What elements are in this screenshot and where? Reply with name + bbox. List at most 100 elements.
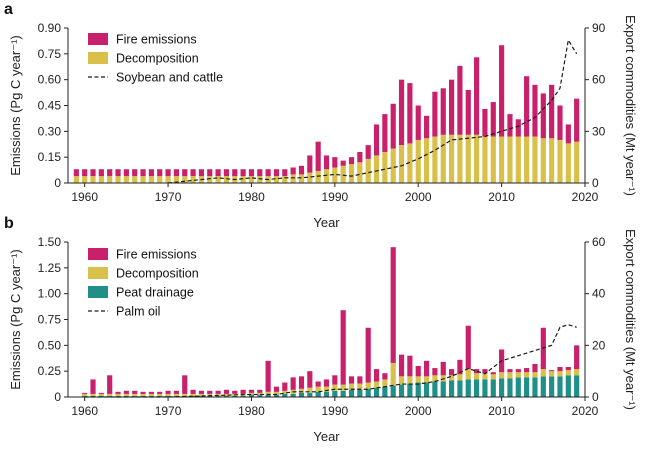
bar-fire-emissions-2014 <box>532 363 538 373</box>
bar-decomposition-2014 <box>532 372 538 378</box>
bar-peat-drainage-2004 <box>449 380 455 397</box>
bar-fire-emissions-1997 <box>390 103 396 149</box>
bar-decomposition-1966 <box>132 393 138 396</box>
bar-fire-emissions-1964 <box>115 391 121 394</box>
bar-fire-emissions-2012 <box>515 119 521 137</box>
x-tick-label: 2000 <box>405 190 432 204</box>
bar-fire-emissions-1962 <box>98 392 104 394</box>
bar-fire-emissions-1968 <box>148 391 154 394</box>
y-axis-title: Emissions (Pg C year⁻¹) <box>8 249 23 390</box>
bar-fire-emissions-2007 <box>474 369 480 374</box>
bar-fire-emissions-2015 <box>540 93 546 139</box>
bar-peat-drainage-1994 <box>365 388 371 397</box>
bar-decomposition-1959 <box>73 176 79 183</box>
bar-fire-emissions-1999 <box>407 355 413 377</box>
bar-decomposition-1967 <box>140 176 146 183</box>
bar-decomposition-2000 <box>415 376 421 383</box>
bar-fire-emissions-2007 <box>474 57 480 135</box>
bar-peat-drainage-2007 <box>474 379 480 397</box>
bar-peat-drainage-1997 <box>390 385 396 397</box>
bar-decomposition-2000 <box>415 139 421 183</box>
x-tick-label: 1980 <box>238 404 265 418</box>
bar-fire-emissions-1973 <box>190 169 196 177</box>
bar-decomposition-2015 <box>540 138 546 183</box>
bar-fire-emissions-1960 <box>82 169 88 177</box>
bar-fire-emissions-1993 <box>357 152 363 163</box>
bar-decomposition-2007 <box>474 373 480 380</box>
bar-decomposition-1975 <box>207 393 213 396</box>
bar-peat-drainage-1990 <box>332 390 338 397</box>
bar-decomposition-2014 <box>532 136 538 183</box>
bar-decomposition-1980 <box>248 176 255 183</box>
bar-decomposition-1977 <box>223 393 230 396</box>
bar-decomposition-2011 <box>507 136 513 183</box>
bar-fire-emissions-2019 <box>574 345 580 370</box>
bar-fire-emissions-1967 <box>140 391 146 394</box>
bar-peat-drainage-2008 <box>482 379 488 397</box>
x-tick-label: 1960 <box>71 190 98 204</box>
bar-peat-drainage-2002 <box>432 381 438 397</box>
bar-decomposition-1979 <box>240 176 246 183</box>
bar-fire-emissions-1992 <box>348 157 355 165</box>
bar-fire-emissions-1979 <box>240 169 246 177</box>
bar-fire-emissions-2008 <box>482 369 488 374</box>
bar-decomposition-2002 <box>432 136 438 183</box>
bar-fire-emissions-1966 <box>132 169 138 177</box>
bar-decomposition-1989 <box>323 386 330 392</box>
bar-fire-emissions-1991 <box>340 160 346 166</box>
bar-peat-drainage-1974 <box>198 395 204 397</box>
bar-decomposition-1997 <box>390 148 396 183</box>
bar-fire-emissions-1980 <box>248 169 255 177</box>
bar-fire-emissions-1961 <box>90 169 96 177</box>
bar-peat-drainage-1980 <box>248 394 255 397</box>
y-tick-label: 0.60 <box>38 73 62 87</box>
bar-fire-emissions-1984 <box>282 169 288 177</box>
y-tick-label: 0 <box>54 390 61 404</box>
bar-fire-emissions-1988 <box>315 141 321 171</box>
bar-decomposition-1966 <box>132 176 138 183</box>
bar-fire-emissions-2002 <box>432 368 438 376</box>
bar-decomposition-1984 <box>282 176 288 183</box>
x-tick-label: 1960 <box>71 404 98 418</box>
bar-decomposition-2006 <box>465 369 471 380</box>
bar-fire-emissions-1989 <box>323 379 330 387</box>
bar-fire-emissions-2006 <box>465 325 471 370</box>
bar-fire-emissions-2013 <box>524 368 530 373</box>
bar-fire-emissions-1966 <box>132 390 138 394</box>
bar-decomposition-1968 <box>148 176 154 183</box>
bar-decomposition-1998 <box>398 376 405 385</box>
bar-fire-emissions-1991 <box>340 310 346 385</box>
bar-fire-emissions-1968 <box>148 169 154 177</box>
bar-decomposition-1990 <box>332 167 338 183</box>
bar-decomposition-1987 <box>307 172 313 183</box>
bar-decomposition-1964 <box>115 393 121 396</box>
bar-fire-emissions-1987 <box>307 155 313 173</box>
y-tick-label: 0.45 <box>38 99 62 113</box>
bar-fire-emissions-1962 <box>98 169 104 177</box>
legend-label: Fire emissions <box>116 248 197 262</box>
x-tick-label: 2020 <box>572 404 599 418</box>
bar-fire-emissions-1986 <box>298 165 305 175</box>
bar-fire-emissions-2005 <box>457 65 463 135</box>
bar-fire-emissions-1983 <box>273 386 280 392</box>
bar-peat-drainage-2001 <box>423 382 430 397</box>
bar-fire-emissions-1980 <box>248 389 255 393</box>
bar-fire-emissions-2017 <box>557 367 563 372</box>
bar-decomposition-1981 <box>257 392 263 395</box>
bar-peat-drainage-1991 <box>340 390 346 397</box>
bar-peat-drainage-2013 <box>524 377 530 397</box>
bar-fire-emissions-1970 <box>165 169 171 177</box>
bar-peat-drainage-1995 <box>373 387 380 397</box>
bar-fire-emissions-1982 <box>265 169 271 177</box>
bar-fire-emissions-2014 <box>532 84 538 137</box>
bar-peat-drainage-1970 <box>165 395 171 397</box>
bar-decomposition-2013 <box>524 136 530 183</box>
bar-decomposition-2008 <box>482 373 488 380</box>
bar-decomposition-2010 <box>499 136 505 183</box>
bar-fire-emissions-2016 <box>549 84 555 139</box>
y-tick-label: 0.75 <box>38 47 62 61</box>
bar-decomposition-1970 <box>165 393 171 396</box>
bar-fire-emissions-1997 <box>390 247 396 363</box>
bar-decomposition-1999 <box>407 376 413 384</box>
bar-decomposition-1992 <box>348 383 355 390</box>
